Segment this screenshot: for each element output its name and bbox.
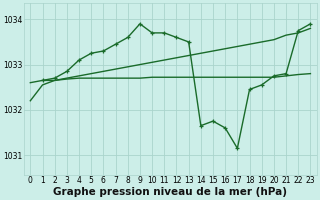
X-axis label: Graphe pression niveau de la mer (hPa): Graphe pression niveau de la mer (hPa) [53, 187, 287, 197]
